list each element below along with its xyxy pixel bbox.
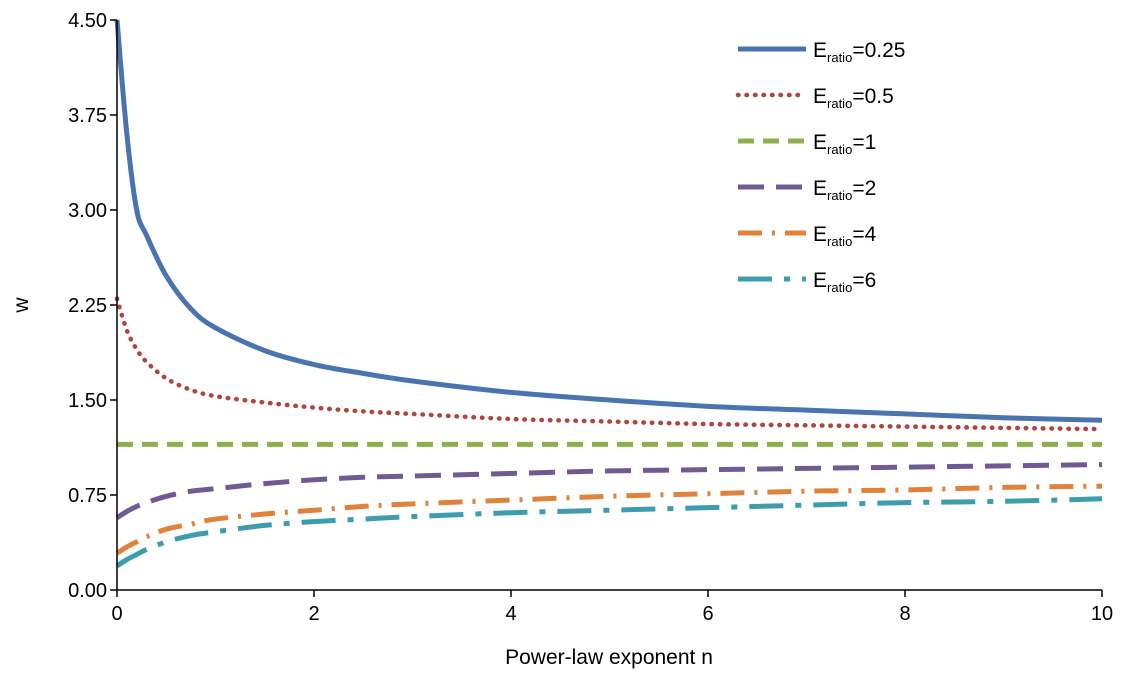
legend-label-main: E (813, 131, 827, 154)
y-tick-label: 3.75 (68, 105, 107, 127)
y-tick-label: 0.00 (68, 580, 107, 602)
legend-label-5: Eratio=6 (813, 269, 876, 295)
series-line-1 (114, 296, 1105, 432)
legend-label-sub: ratio (827, 142, 852, 157)
legend-label-sub: ratio (827, 50, 852, 65)
legend-label-0: Eratio=0.25 (813, 39, 905, 65)
series-line-3 (115, 462, 1103, 520)
legend-label-value: =6 (852, 269, 876, 292)
x-tick-label: 10 (1091, 603, 1113, 625)
y-tick-label: 4.50 (68, 10, 107, 32)
y-tick-label: 3.00 (68, 200, 107, 222)
legend-label-3: Eratio=2 (813, 177, 876, 203)
x-tick-label: 6 (702, 603, 713, 625)
axes-layer (116, 20, 1102, 591)
legend-label-4: Eratio=4 (813, 223, 877, 249)
legend-label-main: E (813, 85, 827, 108)
legend-label-value: =0.5 (852, 85, 893, 108)
x-tick-label: 2 (308, 603, 319, 625)
legend-label-2: Eratio=1 (813, 131, 876, 157)
legend-label-1: Eratio=0.5 (813, 85, 894, 111)
series-layer (114, 19, 1105, 569)
y-axis-title: w (10, 297, 33, 314)
legend-label-sub: ratio (827, 234, 852, 249)
series-line-5 (115, 496, 1103, 569)
legend-label-sub: ratio (827, 280, 852, 295)
y-tick-label: 1.50 (68, 390, 107, 412)
x-axis-title: Power-law exponent n (505, 646, 713, 669)
legend-label-main: E (813, 39, 827, 62)
series-line-4 (115, 483, 1103, 556)
legend-label-main: E (813, 223, 827, 246)
legend-label-sub: ratio (827, 96, 852, 111)
legend-label-value: =4 (852, 223, 876, 246)
legend-label-main: E (813, 269, 827, 292)
legend-label-sub: ratio (827, 188, 852, 203)
y-tick-label: 0.75 (68, 485, 107, 507)
ticks-layer: 0 2 4 6 8 10 0.00 0.75 1.50 2.25 3.00 3.75 4.50 (68, 10, 1113, 625)
legend-label-main: E (813, 177, 827, 200)
legend-label-value: =2 (852, 177, 876, 200)
legend-label-value: =1 (852, 131, 876, 154)
legend: Eratio=0.25Eratio=0.5Eratio=1Eratio=2Era… (735, 39, 905, 295)
x-tick-label: 0 (111, 603, 122, 625)
legend-label-value: =0.25 (852, 39, 905, 62)
x-tick-label: 8 (899, 603, 910, 625)
series-line-0 (114, 19, 1103, 423)
y-tick-label: 2.25 (68, 295, 107, 317)
x-tick-label: 4 (505, 603, 516, 625)
